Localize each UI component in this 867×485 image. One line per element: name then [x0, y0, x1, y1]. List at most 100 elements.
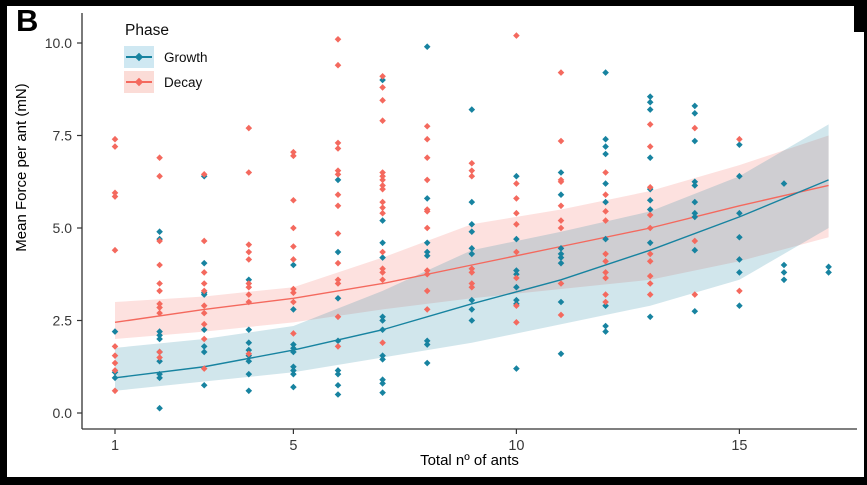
legend-title: Phase [125, 22, 169, 39]
y-tick-label: 7.5 [53, 128, 73, 144]
data-point-decay [468, 172, 476, 180]
data-point-decay [602, 217, 609, 224]
data-point-decay [334, 171, 342, 178]
data-point-growth [646, 206, 654, 213]
data-point-growth [200, 259, 208, 267]
data-point-decay [557, 69, 565, 76]
x-tick-label: 15 [731, 438, 747, 454]
data-point-decay [200, 287, 208, 295]
growth-swatch-icon [124, 46, 154, 68]
data-point-decay [334, 230, 342, 237]
data-point-decay [513, 274, 520, 282]
legend: Phase Growth Decay [124, 22, 208, 96]
data-point-growth [602, 150, 609, 158]
data-point-growth [156, 370, 163, 378]
data-point-growth [379, 76, 386, 84]
data-point-decay [200, 280, 208, 287]
data-point-decay [156, 348, 163, 356]
data-point-decay [513, 319, 520, 326]
data-point-growth [156, 357, 163, 365]
data-point-decay [691, 291, 699, 298]
data-point-growth [290, 383, 297, 391]
data-point-growth [736, 209, 743, 217]
confidence-band-growth [115, 124, 829, 391]
data-point-decay [513, 180, 520, 187]
data-point-decay [379, 198, 386, 206]
data-point-growth [691, 137, 699, 145]
y-axis-title: Mean Force per ant (mN) [13, 83, 30, 252]
data-point-growth [245, 370, 253, 378]
panel-label: B [16, 3, 39, 38]
data-point-decay [156, 172, 163, 180]
data-point-decay [111, 367, 119, 374]
data-point-growth [736, 172, 743, 180]
data-point-growth [736, 233, 743, 241]
data-point-decay [334, 313, 342, 321]
data-point-decay [379, 73, 386, 80]
data-point-decay [513, 221, 520, 228]
data-point-growth [423, 239, 431, 247]
data-point-growth [557, 259, 565, 267]
data-point-growth [200, 326, 208, 334]
frame-left-border [0, 0, 7, 485]
decay-swatch-icon [124, 71, 154, 93]
data-point-decay [111, 189, 119, 197]
data-point-decay [557, 224, 565, 232]
data-point-decay [111, 135, 119, 143]
data-point-decay [602, 291, 609, 298]
data-point-decay [736, 135, 743, 143]
data-point-decay [156, 354, 163, 361]
data-point-decay [423, 176, 431, 184]
data-point-decay [156, 280, 163, 287]
data-point-decay [379, 182, 386, 189]
data-point-growth [513, 283, 520, 291]
data-point-decay [691, 124, 699, 132]
data-point-decay [200, 269, 208, 276]
data-point-growth [602, 328, 609, 335]
data-point-decay [200, 365, 208, 372]
data-point-growth [334, 370, 342, 378]
y-tick-label: 2.5 [53, 313, 73, 329]
data-point-decay [646, 211, 654, 219]
data-point-decay [200, 171, 208, 178]
data-point-growth [156, 332, 163, 339]
data-point-decay [379, 209, 386, 217]
data-point-growth [646, 196, 654, 204]
data-point-growth [290, 367, 297, 374]
data-point-decay [691, 237, 699, 245]
data-point-growth [557, 298, 565, 306]
data-point-growth [334, 248, 342, 256]
data-point-growth [423, 341, 431, 348]
data-point-growth [334, 337, 342, 345]
data-point-growth [736, 141, 743, 149]
data-point-decay [290, 152, 297, 160]
legend-label-decay: Decay [164, 74, 203, 90]
data-point-decay [111, 246, 119, 254]
data-point-growth [691, 182, 699, 189]
data-point-decay [602, 208, 609, 215]
legend-label-growth: Growth [164, 49, 208, 65]
data-point-growth [379, 376, 386, 383]
data-point-growth [825, 263, 832, 271]
data-point-decay [646, 291, 654, 298]
frame-bottom-border [0, 477, 867, 485]
data-point-growth [423, 195, 431, 202]
data-point-decay [468, 283, 476, 291]
data-point-decay [468, 269, 476, 276]
data-point-growth [379, 389, 386, 396]
data-point-decay [423, 270, 431, 278]
data-point-growth [379, 254, 386, 261]
data-point-growth [334, 381, 342, 389]
data-point-decay [334, 202, 342, 210]
data-point-growth [691, 246, 699, 254]
data-point-decay [423, 154, 431, 161]
data-point-decay [602, 250, 609, 258]
data-point-growth [646, 313, 654, 321]
data-point-decay [513, 195, 520, 202]
frame-corner-tab [854, 4, 867, 32]
data-point-growth [290, 341, 297, 348]
data-point-decay [646, 250, 654, 258]
data-point-growth [245, 276, 253, 284]
data-point-growth [379, 239, 386, 247]
